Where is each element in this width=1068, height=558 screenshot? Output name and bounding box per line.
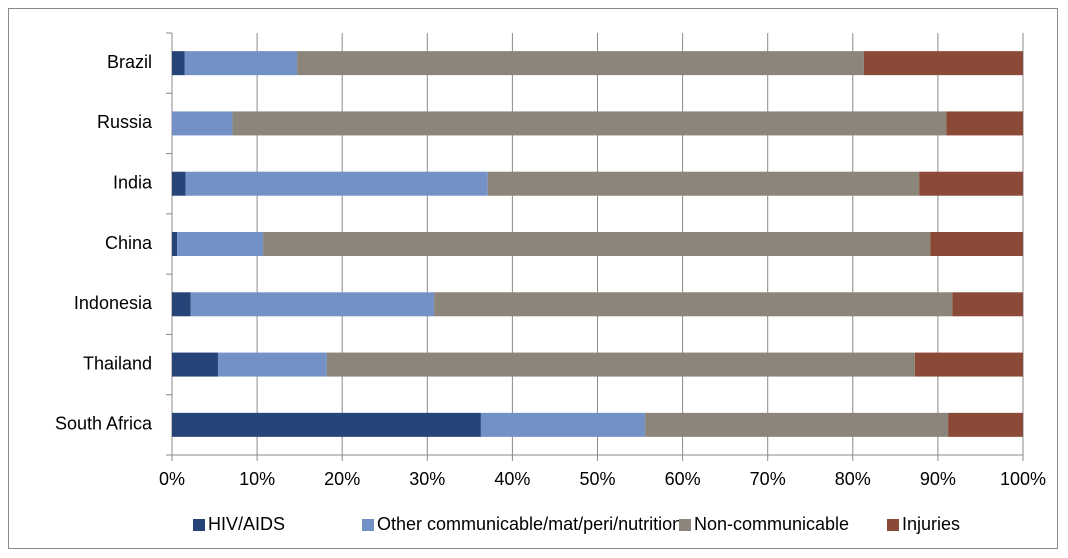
legend-swatch (679, 519, 691, 531)
y-tick-label: Thailand (83, 353, 152, 373)
bar-segment (645, 412, 949, 437)
bar-segment (434, 292, 953, 317)
legend-swatch (193, 519, 205, 531)
legend-label: Other communicable/mat/peri/nutrition (377, 514, 682, 534)
bar-segment (480, 412, 646, 437)
legend-swatch (887, 519, 899, 531)
bar-segment (948, 412, 1023, 437)
bar-segment (172, 352, 218, 377)
bar-segment (914, 352, 1023, 377)
bar-segment (172, 51, 185, 76)
x-tick-label: 60% (665, 469, 701, 489)
bar-segment (297, 51, 864, 76)
y-tick-label: Brazil (107, 52, 152, 72)
x-tick-label: 70% (750, 469, 786, 489)
y-tick-label: Russia (97, 112, 153, 132)
bar-segment (172, 111, 233, 136)
bar-segment (952, 292, 1023, 317)
bar-segment (185, 171, 488, 196)
legend-label: Injuries (902, 514, 960, 534)
legend-label: Non-communicable (694, 514, 849, 534)
legend-label: HIV/AIDS (208, 514, 285, 534)
y-tick-label: India (113, 172, 153, 192)
legend-swatch (362, 519, 374, 531)
x-tick-label: 30% (409, 469, 445, 489)
x-tick-label: 40% (494, 469, 530, 489)
x-tick-label: 10% (239, 469, 275, 489)
bar-segment (863, 51, 1023, 76)
x-tick-label: 100% (1000, 469, 1046, 489)
bar-segment (184, 51, 298, 76)
bar-segment (217, 352, 327, 377)
bar-segment (190, 292, 435, 317)
x-tick-label: 0% (159, 469, 185, 489)
bar-segment (177, 232, 264, 256)
bar-segment (930, 232, 1023, 256)
bar-segment (487, 171, 920, 196)
y-tick-label: China (105, 233, 153, 253)
bar-segment (946, 111, 1023, 136)
bar-segment (172, 412, 481, 437)
bar-segment (172, 171, 186, 196)
y-tick-label: South Africa (55, 414, 153, 434)
chart-frame (8, 8, 1058, 549)
bar-segment (326, 352, 915, 377)
bar-segment (263, 232, 931, 256)
bar-segment (172, 292, 191, 317)
x-tick-label: 50% (579, 469, 615, 489)
x-tick-label: 90% (920, 469, 956, 489)
x-tick-label: 80% (835, 469, 871, 489)
bar-segment (232, 111, 947, 136)
x-tick-label: 20% (324, 469, 360, 489)
bar-segment (919, 171, 1023, 196)
bar-segment (172, 232, 178, 256)
y-tick-label: Indonesia (74, 293, 153, 313)
